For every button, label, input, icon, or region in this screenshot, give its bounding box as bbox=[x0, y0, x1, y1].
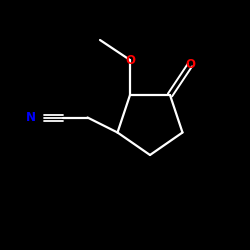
Text: O: O bbox=[185, 58, 195, 71]
Text: N: N bbox=[26, 111, 36, 124]
Text: O: O bbox=[125, 54, 135, 66]
